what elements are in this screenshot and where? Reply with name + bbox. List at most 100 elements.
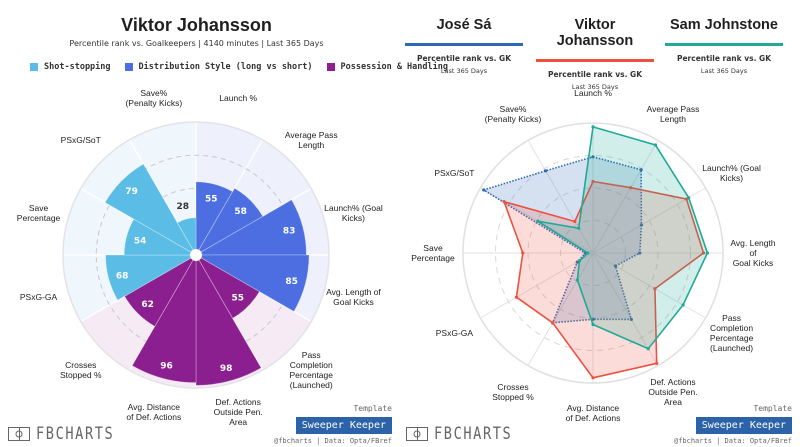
data-point (629, 186, 633, 190)
axis-label: PSxG-GA (19, 292, 58, 303)
data-point (577, 259, 582, 263)
legend-item-possession: Possession & Handling (326, 62, 448, 72)
axis-label: PSxG/SoT (434, 168, 475, 178)
player-subtitle: Percentile rank vs. GK (547, 70, 643, 79)
right-radar-chart (462, 122, 724, 384)
data-point (482, 188, 486, 192)
data-point (586, 251, 590, 255)
axis-label: Def. Actions Outside Pen. Area (648, 376, 698, 407)
bar-9 (123, 218, 198, 256)
legend-label: Distribution Style (long vs short) (138, 62, 313, 72)
bar-2 (194, 199, 307, 256)
pitch-icon (406, 427, 428, 441)
fbcharts-logo-left: FBCHARTS (8, 424, 134, 444)
player-color-bar (665, 43, 783, 46)
bar-5 (195, 253, 262, 386)
logo-text: FBCHARTS (434, 424, 513, 444)
axis-label: Def. Actions Outside Pen. Area (213, 397, 263, 428)
axis-label: Crosses Stopped % (59, 360, 102, 381)
player-color-bar (405, 43, 523, 46)
data-point (577, 226, 581, 230)
fbcharts-logo-right: FBCHARTS (406, 424, 532, 444)
template-block-left: Template Sweeper Keeper @fbcharts | Data… (274, 404, 392, 445)
value-label: 96 (160, 361, 173, 371)
legend-swatch (326, 62, 335, 71)
data-point (573, 219, 577, 224)
data-point (687, 196, 691, 200)
axis-label: Average Pass Length (284, 129, 338, 150)
player-subtitle: Percentile rank vs. GK (676, 54, 772, 63)
player-name: Viktor Johansson (556, 17, 634, 49)
value-label: 55 (205, 194, 218, 204)
bar-8 (105, 254, 198, 301)
data-point (639, 168, 643, 172)
player-name: José Sá (436, 17, 492, 33)
value-label: 68 (116, 271, 129, 281)
logo-text: FBCHARTS (36, 424, 115, 444)
bar-7 (124, 253, 198, 327)
axis-label: PSxG/SoT (60, 134, 101, 145)
player-header-sa: José Sá Percentile rank vs. GK Last 365 … (405, 17, 523, 75)
axis-label: Launch % (219, 92, 258, 103)
axis-label: Save% (Penalty Kicks) (484, 104, 542, 125)
axis-label: Avg. Distance of Def. Actions (126, 402, 182, 423)
data-point (646, 347, 650, 351)
legend-swatch (30, 62, 38, 71)
data-point (681, 303, 685, 307)
data-point (543, 169, 548, 173)
data-point (591, 322, 595, 327)
data-point (591, 179, 595, 184)
data-point (655, 361, 659, 365)
player-period: Last 365 Days (700, 67, 748, 75)
template-block-right: Template Sweeper Keeper @fbcharts | Data… (674, 404, 792, 445)
template-badge: Sweeper Keeper (295, 417, 392, 434)
left-polar-bar-chart: 55 58 83 85 55 98 96 62 68 54 79 28 (62, 121, 330, 389)
value-label: 85 (285, 277, 298, 287)
template-label: Template (353, 404, 392, 413)
player-color-bar (536, 59, 654, 62)
data-point (575, 278, 579, 282)
left-chart-title: Viktor Johansson (121, 15, 272, 35)
legend-label: Shot-stopping (44, 62, 111, 72)
data-point (639, 223, 644, 227)
bar-11 (176, 217, 197, 257)
bar-1 (194, 187, 264, 257)
credit-text: @fbcharts | Data: Opta/FBref (673, 437, 792, 445)
axis-label: Pass Completion Percentage (Launched) (289, 350, 333, 391)
bar-10 (104, 163, 198, 257)
axis-label: Pass Completion Percentage (Launched) (709, 313, 754, 353)
template-label: Template (753, 404, 792, 413)
axis-label: Launch % (574, 88, 612, 98)
data-point (629, 317, 633, 322)
player-period: Last 365 Days (571, 83, 619, 91)
value-label: 54 (134, 237, 147, 247)
legend-swatch (124, 62, 133, 71)
data-point (551, 321, 555, 325)
gridline-circle (560, 220, 626, 286)
axis-label: Save% (Penalty Kicks) (125, 87, 183, 108)
player-subtitle: Percentile rank vs. GK (416, 54, 512, 63)
pitch-icon (8, 427, 30, 441)
axis-label: PSxG-GA (435, 328, 474, 338)
credit-text: @fbcharts | Data: Opta/FBref (273, 437, 392, 445)
data-point (701, 251, 706, 255)
bar-0 (195, 181, 234, 257)
axis-label: Launch% (Goal Kicks) (324, 202, 383, 223)
player-name: Sam Johnstone (670, 17, 778, 33)
value-label: 28 (176, 202, 189, 212)
left-chart-subtitle: Percentile rank vs. Goalkeepers | 4140 m… (69, 39, 324, 48)
gridline-circle (495, 155, 691, 351)
axis-label: Crosses Stopped % (492, 381, 534, 402)
value-label: 79 (125, 187, 138, 197)
axis-label: Launch% (Goal Kicks) (702, 163, 761, 183)
left-legend: Shot-stopping Distribution Style (long v… (30, 62, 448, 72)
data-point (502, 200, 506, 204)
data-point (521, 251, 525, 255)
player-header-johansson: Viktor Johansson Percentile rank vs. GK … (536, 17, 654, 91)
axis-label: Avg. Distance of Def. Actions (565, 403, 621, 423)
value-label: 58 (234, 207, 247, 217)
spoke (592, 140, 659, 254)
axis-label: Save Percentage (16, 202, 61, 223)
bar-4 (194, 253, 260, 319)
data-point (536, 219, 540, 223)
